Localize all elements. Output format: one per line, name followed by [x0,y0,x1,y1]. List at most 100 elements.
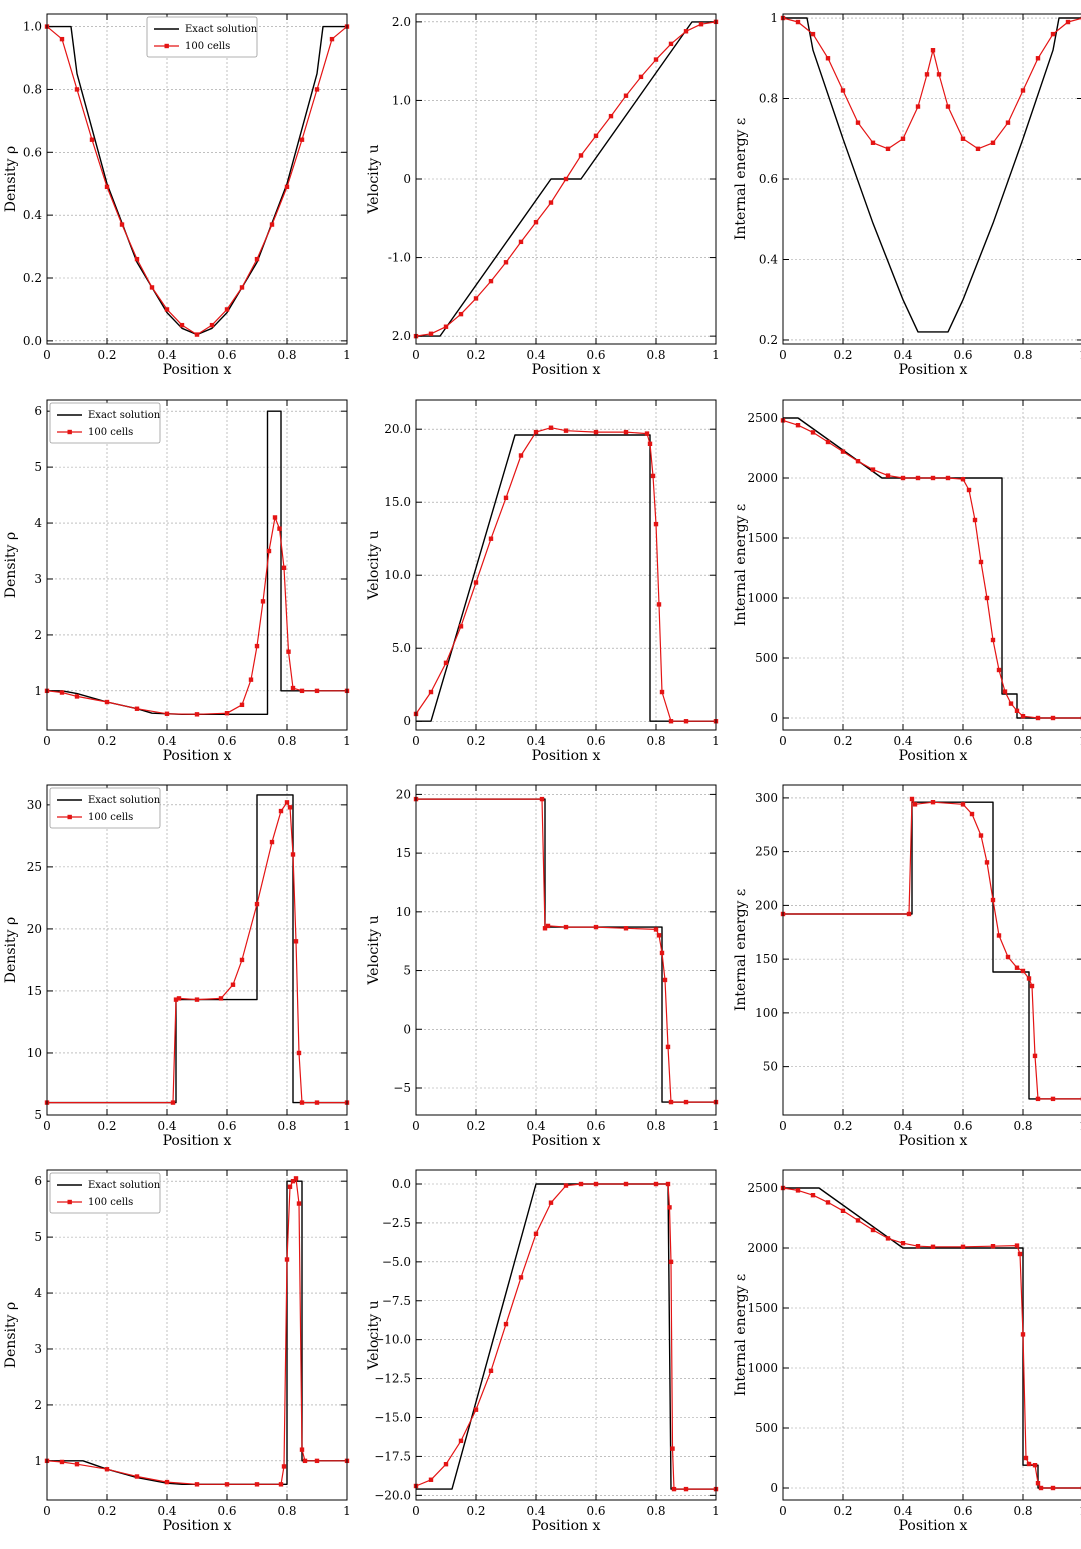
series-exact-line [416,798,716,1103]
grid [782,785,1081,1115]
plot-frame [46,784,348,1116]
data-point [1032,1053,1038,1059]
y-tick-label: 20 [27,922,42,936]
series-exact-line [47,410,347,715]
data-point [1005,954,1011,960]
data-point [173,997,179,1002]
legend-numeric-marker [67,814,72,820]
plot-frame [415,784,717,1116]
data-point [855,1218,861,1223]
series-exact-line [47,25,347,336]
data-point [563,176,569,182]
data-point [900,475,906,481]
panel-r4-density: 0 0.2 0.4 0.6 0.8 1 1 2 3 4 5 6 Position x Density ρ E… [3,1169,351,1534]
x-tick-label: 0.8 [646,734,665,748]
plot-frame [782,784,1081,1116]
y-axis-label: Velocity u [366,1300,382,1370]
data-point [930,1244,936,1249]
x-tick-label: 1 [1079,734,1081,748]
data-point [269,839,275,845]
x-axis-label: Position x [163,748,232,764]
series-100-cells-line [46,26,348,336]
data-point [683,29,689,34]
data-point [593,133,599,138]
data-point [1005,120,1011,125]
data-point [329,36,335,42]
data-point [1038,1485,1044,1491]
data-point [260,599,266,604]
legend-numeric-label: 100 cells [88,1197,133,1208]
x-tick-label: 0.2 [466,1119,485,1133]
data-point [290,852,296,857]
y-tick-label: 0.4 [23,208,42,222]
y-tick-label: −10.0 [374,1333,411,1347]
data-point [966,487,972,493]
y-tick-label: 500 [755,651,778,665]
x-tick-label: 0.8 [277,734,296,748]
y-tick-label: 2 [34,1398,42,1412]
x-tick-label: 1 [712,348,720,362]
x-tick-label: 1 [1079,1119,1081,1133]
x-tick-label: 0.8 [1013,1119,1032,1133]
x-axis-label: Position x [899,748,968,764]
x-tick-label: 0 [412,1119,420,1133]
y-tick-label: 5 [34,460,42,474]
data-point [795,423,801,428]
data-point [1026,1461,1032,1467]
data-point [239,285,245,290]
data-point [668,41,674,47]
y-axis-label: Density ρ [3,917,19,983]
x-tick-label: 0.4 [157,1504,176,1518]
data-point [518,239,524,245]
y-tick-label: 200 [755,898,778,912]
data-point [653,927,659,932]
data-point [870,140,876,145]
data-point [1020,1332,1026,1337]
panel-r2-velocity: 0 0.2 0.4 0.6 0.8 1 0 5.0 10.0 15.0 20.0 Position x… [366,399,720,764]
data-point [870,467,876,472]
data-point [302,1458,308,1464]
data-point [290,1178,296,1184]
data-point [909,796,915,802]
data-point [488,1368,494,1374]
x-tick-label: 0.6 [586,1119,605,1133]
data-point [296,1050,302,1056]
series-exact-line [783,17,1081,333]
series-exact-line [47,1180,347,1486]
y-tick-label: 30 [27,798,42,812]
data-point [683,1099,689,1105]
x-tick-label: 0 [779,1119,787,1133]
x-tick-label: 0.6 [217,348,236,362]
data-point [870,1227,876,1233]
data-point [428,689,434,695]
data-point [287,1184,293,1189]
panel-r2-energy: 0 0.2 0.4 0.6 0.8 1 0 500 1000 1500 2000 2500 Positi… [733,399,1081,764]
series-100-cells-line [46,516,347,715]
x-tick-label: 0 [43,1504,51,1518]
data-point [134,256,140,262]
y-tick-label: 1000 [747,1361,778,1375]
x-tick-label: 0.4 [157,1119,176,1133]
data-point [659,950,665,956]
data-point [825,439,831,445]
data-point [1050,1096,1056,1102]
x-tick-label: 0.4 [893,734,912,748]
panel-r1-density: 0 0.2 0.4 0.6 0.8 1 0.0 0.2 0.4 0.6 0.8 1.0 Position… [3,13,351,378]
y-tick-label: −7.5 [382,1294,411,1308]
data-point [284,184,290,190]
data-point [665,1181,671,1187]
data-point [668,1259,674,1265]
y-tick-label: -1.0 [388,251,411,265]
data-point [428,1477,434,1482]
x-tick-label: 0.8 [1013,734,1032,748]
data-point [945,104,951,109]
data-point [194,1482,200,1487]
data-point [503,495,509,501]
data-point [545,923,551,929]
data-point [960,136,966,141]
x-tick-label: 0.2 [97,348,116,362]
x-tick-label: 0.6 [953,348,972,362]
y-tick-label: 10 [396,905,411,919]
y-tick-label: 300 [755,791,778,805]
y-tick-label: 0.0 [23,334,42,348]
